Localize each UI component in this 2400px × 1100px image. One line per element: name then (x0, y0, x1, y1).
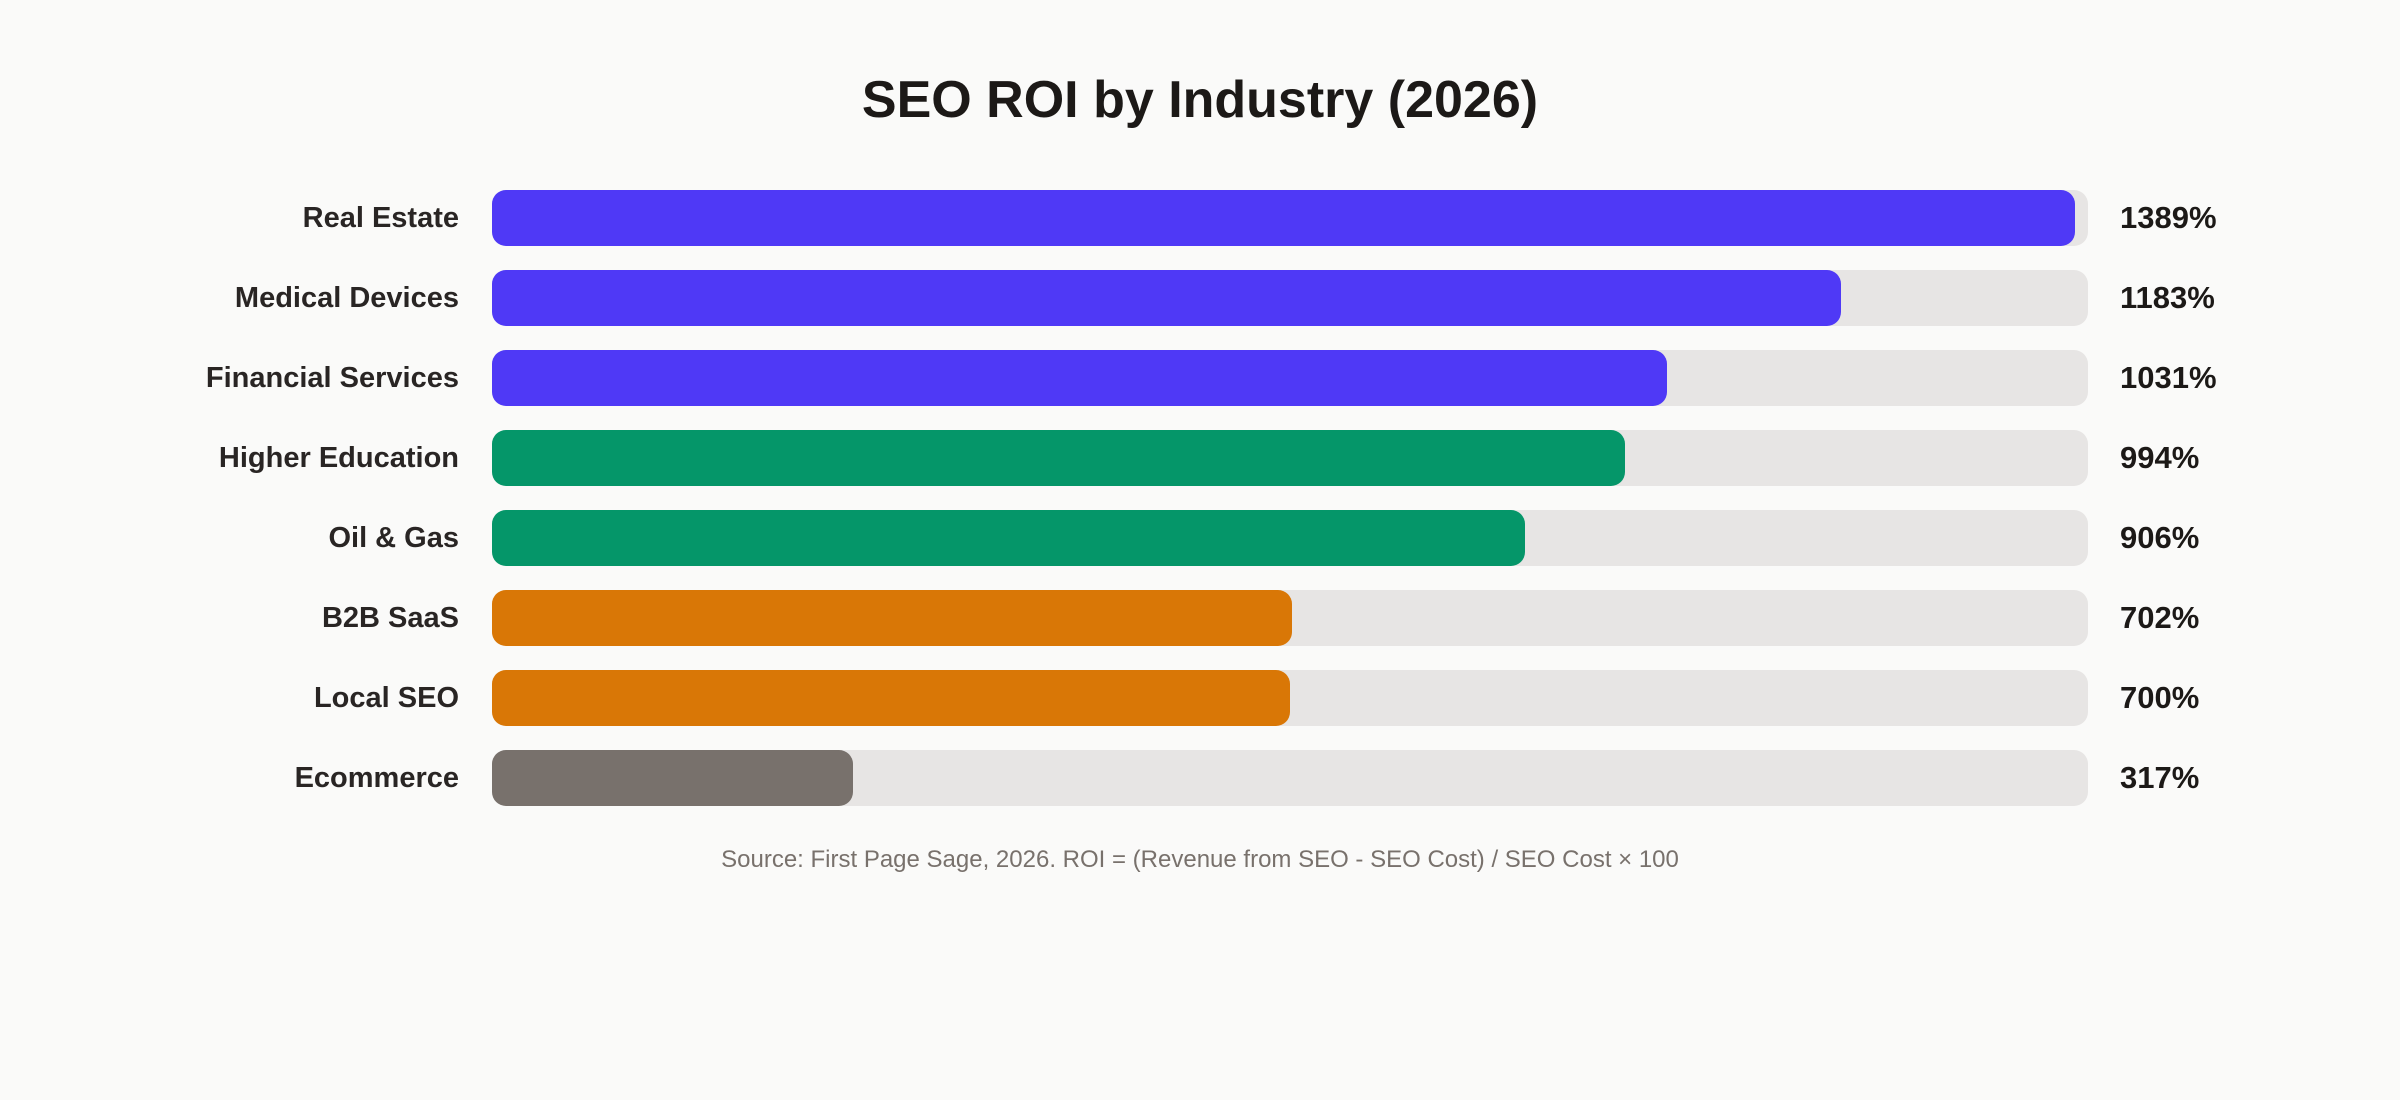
bar-track (492, 750, 2088, 806)
value-label: 317% (2120, 760, 2200, 795)
bar (492, 430, 1626, 486)
bar (492, 350, 1668, 406)
value-label: 1389% (2120, 200, 2217, 235)
bar-track (492, 430, 2088, 486)
bar-track (492, 350, 2088, 406)
bar-track (492, 670, 2088, 726)
category-label: Local SEO (313, 682, 459, 714)
value-label: 702% (2120, 600, 2200, 635)
value-label: 1031% (2120, 360, 2217, 395)
value-label: 994% (2120, 440, 2200, 475)
bar-row: Financial Services 1031% (0, 350, 2400, 406)
bar-row: Local SEO 700% (0, 670, 2400, 726)
category-label: Higher Education (218, 442, 459, 474)
chart-title: SEO ROI by Industry (2026) (861, 71, 1539, 129)
bar-row: B2B SaaS 702% (0, 590, 2400, 646)
bar-row: Ecommerce 317% (0, 750, 2400, 806)
category-label: B2B SaaS (321, 602, 459, 634)
bar (492, 190, 2076, 246)
category-label: Financial Services (205, 362, 459, 394)
category-label: Medical Devices (234, 282, 459, 314)
category-label: Oil & Gas (328, 522, 459, 554)
source-note: Source: First Page Sage, 2026. ROI = (Re… (721, 846, 1679, 873)
bar-track (492, 590, 2088, 646)
bar (492, 270, 1841, 326)
category-label: Ecommerce (294, 762, 459, 794)
bar (492, 510, 1525, 566)
bar-row: Higher Education 994% (0, 430, 2400, 486)
bar-row: Oil & Gas 906% (0, 510, 2400, 566)
bar-row: Real Estate 1389% (0, 190, 2400, 246)
bar-track (492, 270, 2088, 326)
value-label: 700% (2120, 680, 2200, 715)
bar-track (492, 510, 2088, 566)
bar-row: Medical Devices 1183% (0, 270, 2400, 326)
value-label: 906% (2120, 520, 2200, 555)
bar (492, 750, 854, 806)
value-label: 1183% (2120, 280, 2215, 315)
category-label: Real Estate (302, 202, 459, 234)
bar (492, 590, 1293, 646)
bar (492, 670, 1290, 726)
bar-track (492, 190, 2088, 246)
